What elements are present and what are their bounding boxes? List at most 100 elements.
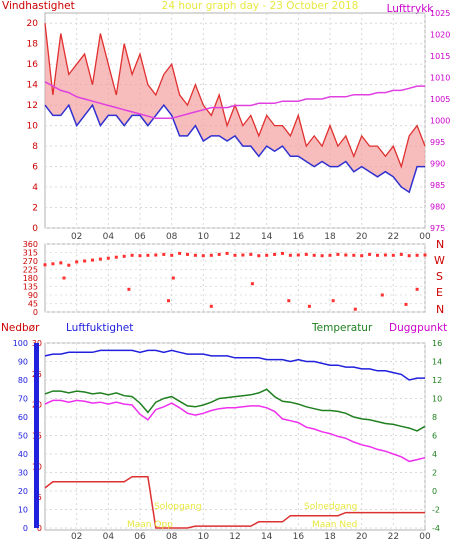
climate-series — [34, 343, 426, 529]
dir-label-n-bottom: N — [436, 303, 444, 316]
direction-point — [407, 254, 411, 258]
direction-point — [130, 253, 134, 257]
wind-series — [44, 23, 426, 194]
climate-x-tick-label: 08 — [166, 532, 178, 542]
direction-point — [288, 253, 292, 257]
wind-y-tick-label: 8 — [32, 142, 38, 152]
direction-point — [257, 254, 261, 258]
temperature-line — [44, 388, 426, 432]
wind-y-tick-label: 6 — [32, 163, 38, 173]
humidity-y-tick-label: 60 — [18, 413, 28, 422]
wind-x-tick-label: 04 — [103, 232, 115, 242]
rain-y-tick-label: 0 — [37, 524, 42, 533]
humidity-y-tick-label: 50 — [18, 432, 28, 441]
direction-point — [146, 253, 150, 257]
direction-point — [415, 253, 419, 257]
wind-x-tick-label: 06 — [134, 232, 146, 242]
humidity-y-tick-label: 20 — [18, 487, 28, 496]
direction-point — [43, 263, 47, 267]
climate-x-tick-label: 16 — [293, 532, 305, 542]
title: 24 hour graph day - 23 October 2018 — [162, 0, 359, 12]
temperature-y-tick-label: -2 — [432, 506, 440, 515]
wind-x-tick-label: 02 — [71, 232, 82, 242]
humidity-axis-label: Luftfuktighet — [66, 322, 133, 334]
climate-x-tick-label: 22 — [388, 532, 399, 542]
temperature-y-tick-label: 8 — [432, 413, 437, 422]
direction-point — [331, 299, 335, 303]
humidity-line — [44, 349, 425, 381]
direction-y-tick-label: 0 — [33, 308, 38, 317]
direction-point — [380, 293, 384, 297]
pressure-y-tick-label: 990 — [430, 160, 445, 169]
annotation-sunrise: Solopgang — [154, 502, 202, 512]
direction-y-tick-label: 135 — [23, 283, 38, 292]
direction-point — [171, 276, 175, 280]
pressure-line — [44, 81, 425, 120]
direction-point — [154, 253, 158, 257]
direction-point — [67, 263, 71, 267]
wind-y-tick-label: 4 — [32, 183, 38, 193]
pressure-y-tick-label: 1015 — [430, 52, 450, 61]
climate-panel-frame — [44, 342, 426, 531]
climate-x-tick-label: 18 — [324, 532, 336, 542]
dir-label-w: W — [434, 254, 445, 267]
wind-speed-axis-label: Vindhastighet — [2, 0, 75, 12]
wind-y-tick-label: 18 — [27, 40, 39, 50]
direction-point — [307, 304, 311, 308]
humidity-y-tick-label: 0 — [23, 524, 28, 533]
direction-y-tick-label: 270 — [23, 257, 38, 266]
wind-speed-line — [44, 103, 425, 194]
dewpoint-line — [44, 399, 426, 463]
pressure-y-tick-label: 985 — [430, 181, 445, 190]
temperature-y-tick-label: 12 — [432, 376, 442, 385]
direction-point — [281, 251, 284, 255]
dir-label-e: E — [436, 286, 443, 299]
direction-point — [114, 255, 118, 259]
direction-point — [75, 260, 79, 264]
direction-point — [336, 252, 340, 256]
direction-point — [201, 254, 205, 258]
wind-x-tick-label: 18 — [324, 232, 336, 242]
pressure-y-tick-label: 1020 — [430, 31, 450, 40]
humidity-y-tick-label: 90 — [18, 358, 28, 367]
temperature-y-tick-label: 6 — [432, 432, 437, 441]
direction-point — [320, 254, 324, 258]
temperature-y-tick-label: 2 — [432, 469, 437, 478]
rain-scale-bar — [34, 343, 39, 528]
direction-point — [360, 254, 364, 258]
direction-point — [186, 252, 189, 256]
climate-x-tick-label: 14 — [261, 532, 273, 542]
pressure-axis-label: Lufttrykk — [387, 3, 435, 15]
rain-total-line — [44, 476, 425, 529]
direction-point — [162, 252, 166, 256]
direction-point — [209, 253, 213, 257]
wind-x-tick-label: 16 — [293, 232, 305, 242]
direction-point — [250, 282, 254, 286]
pressure-y-tick-label: 1005 — [430, 95, 450, 104]
humidity-y-tick-label: 10 — [18, 506, 28, 515]
pressure-y-tick-label: 980 — [430, 203, 445, 212]
direction-point — [304, 252, 308, 256]
direction-points — [43, 251, 427, 311]
direction-point — [138, 254, 142, 258]
direction-point — [170, 253, 174, 257]
direction-point — [233, 253, 237, 257]
direction-point — [122, 254, 126, 258]
direction-y-tick-label: 225 — [23, 266, 38, 275]
direction-labels: N W S E N — [434, 238, 445, 316]
direction-point — [241, 253, 245, 257]
wind-y-tick-label: 14 — [27, 81, 39, 91]
pressure-y-tick-label: 975 — [430, 224, 445, 233]
direction-point — [127, 287, 131, 291]
temperature-y-tick-label: 4 — [432, 450, 437, 459]
temperature-y-tick-label: 14 — [432, 358, 442, 367]
annotation-moonset: Maan Ned — [312, 520, 357, 530]
direction-y-tick-label: 315 — [23, 249, 38, 258]
pressure-y-tick-label: 1010 — [430, 74, 450, 83]
temperature-axis-label: Temperatur — [311, 322, 373, 334]
direction-y-tick-label: 360 — [23, 240, 38, 249]
rain-y-tick-label: 5 — [37, 493, 42, 502]
humidity-y-tick-label: 80 — [18, 376, 28, 385]
